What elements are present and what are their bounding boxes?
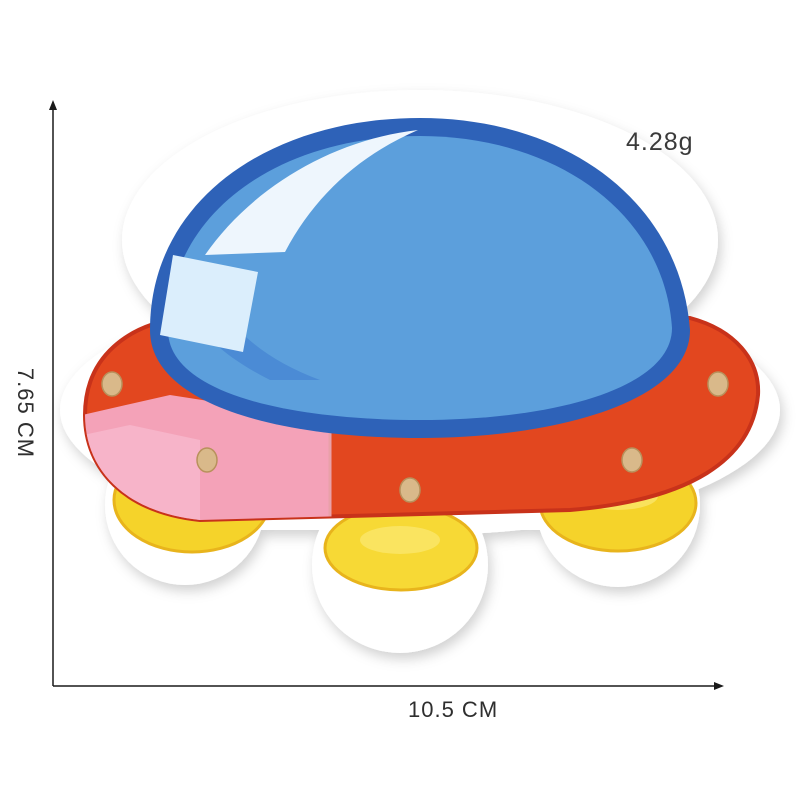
width-dimension-label: 10.5 CM xyxy=(408,697,499,722)
dimension-lines xyxy=(49,100,724,690)
height-dimension-label: 7.65 CM xyxy=(13,367,38,459)
weight-label: 4.28g xyxy=(626,128,694,156)
dome-highlights xyxy=(160,130,418,352)
rivets xyxy=(101,371,729,503)
